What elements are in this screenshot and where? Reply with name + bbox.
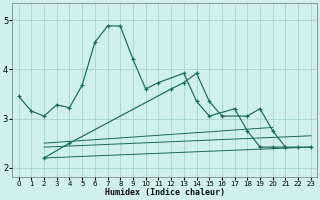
X-axis label: Humidex (Indice chaleur): Humidex (Indice chaleur) bbox=[105, 188, 225, 197]
